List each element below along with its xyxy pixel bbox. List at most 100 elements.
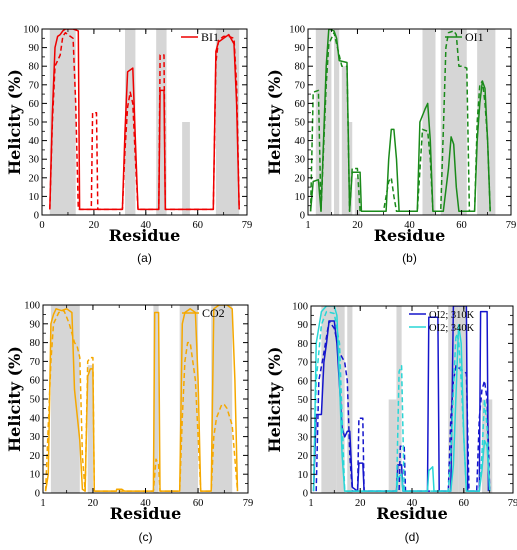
shading-band — [179, 305, 199, 493]
x-tick-label: 20 — [88, 498, 99, 509]
y-axis-label: Helicity (%) — [265, 69, 284, 175]
legend-label: OI1 — [465, 30, 484, 44]
y-tick-label: 10 — [298, 470, 309, 481]
y-tick-label: 20 — [30, 451, 41, 462]
x-axis-label: Residue — [374, 226, 446, 245]
panel-label: (a) — [137, 251, 152, 265]
y-tick-label: 80 — [29, 62, 40, 73]
shading-band — [153, 305, 159, 493]
y-tick-label: 70 — [295, 80, 306, 91]
shading-band — [396, 306, 402, 493]
x-axis-label: Residue — [110, 504, 182, 523]
x-tick-label: 40 — [140, 498, 151, 509]
y-tick-label: 60 — [295, 99, 306, 110]
y-tick-label: 20 — [298, 451, 309, 462]
y-tick-label: 80 — [295, 62, 306, 73]
y-tick-label: 100 — [24, 301, 40, 312]
y-tick-label: 0 — [300, 211, 305, 222]
legend-label: OI2; 340K — [429, 323, 475, 334]
shading-band — [354, 177, 361, 215]
series-line-a-0 — [49, 29, 240, 211]
x-tick-label: 79 — [243, 498, 254, 509]
x-tick-label: 20 — [355, 498, 366, 509]
x-axis-label: Residue — [109, 226, 181, 245]
y-tick-label: 10 — [30, 470, 41, 481]
shading-band — [321, 306, 337, 493]
y-tick-label: 40 — [298, 414, 309, 425]
series-line-a-1 — [49, 31, 240, 211]
y-tick-label: 60 — [29, 99, 40, 110]
shading-band — [125, 29, 136, 215]
shading-band — [388, 399, 397, 493]
y-tick-label: 50 — [298, 395, 309, 406]
shading-band — [182, 122, 190, 215]
y-tick-label: 40 — [295, 136, 306, 147]
panel-label: (b) — [402, 251, 417, 265]
series-line-d-3 — [312, 310, 491, 492]
y-tick-label: 80 — [298, 339, 309, 350]
x-tick-label: 40 — [407, 498, 418, 509]
shading-band — [334, 29, 340, 215]
x-axis-label: Residue — [376, 504, 448, 523]
y-tick-label: 70 — [29, 80, 40, 91]
y-tick-label: 30 — [295, 155, 306, 166]
y-axis-label: Helicity (%) — [5, 69, 24, 175]
y-axis-label: Helicity (%) — [265, 347, 284, 453]
y-tick-label: 90 — [298, 320, 309, 331]
shading-band — [67, 122, 74, 215]
x-tick-label: 20 — [89, 220, 100, 231]
legend-label: CO2 — [202, 306, 225, 320]
y-tick-label: 100 — [23, 25, 39, 36]
series-line-d-1 — [315, 320, 491, 492]
y-axis-label: Helicity (%) — [5, 346, 24, 452]
x-tick-label: 40 — [141, 220, 152, 231]
shading-band — [87, 365, 93, 493]
panel-d: 0 10 20 30 40 50 60 70 80 90 100 1 20 40 60 79 Helicity … — [265, 302, 517, 545]
x-tick-label: 79 — [508, 498, 517, 509]
shading-band — [156, 29, 167, 215]
y-tick-label: 90 — [30, 319, 41, 330]
x-tick-label: 79 — [506, 220, 517, 231]
y-tick-label: 40 — [30, 413, 41, 424]
y-tick-label: 50 — [29, 118, 40, 129]
x-tick-label: 60 — [456, 220, 467, 231]
panel-a: 0 10 20 30 40 50 60 70 80 90 100 0 20 40 60 79 Helicity … — [5, 25, 252, 266]
shading-band — [347, 306, 353, 493]
y-tick-label: 100 — [292, 302, 308, 313]
y-tick-label: 70 — [30, 357, 41, 368]
y-tick-label: 60 — [298, 376, 309, 387]
x-tick-label: 60 — [192, 220, 203, 231]
y-tick-label: 100 — [289, 25, 305, 36]
series-line-b-1 — [309, 30, 491, 213]
y-tick-label: 30 — [29, 155, 40, 166]
x-tick-label: 60 — [193, 498, 204, 509]
x-tick-label: 1 — [305, 220, 310, 231]
shading-band — [347, 122, 353, 215]
y-tick-label: 80 — [30, 338, 41, 349]
y-tick-label: 10 — [295, 192, 306, 203]
x-tick-label: 1 — [40, 498, 45, 509]
shading-band — [215, 29, 240, 215]
y-tick-label: 70 — [298, 358, 309, 369]
y-tick-label: 60 — [30, 376, 41, 387]
x-tick-label: 20 — [352, 220, 363, 231]
y-tick-label: 40 — [29, 136, 40, 147]
panel-b: 0 10 20 30 40 50 60 70 80 90 100 1 20 40 60 79 Helicity … — [265, 25, 516, 266]
x-tick-label: 40 — [404, 220, 415, 231]
x-tick-label: 60 — [459, 498, 470, 509]
x-tick-label: 0 — [39, 220, 44, 231]
x-tick-label: 1 — [308, 498, 313, 509]
series-line-c-1 — [44, 309, 239, 492]
y-tick-label: 0 — [303, 489, 308, 500]
x-tick-label: 79 — [242, 220, 253, 231]
shading-band — [448, 306, 459, 493]
y-tick-label: 0 — [34, 211, 39, 222]
y-tick-label: 20 — [295, 173, 306, 184]
panel-label: (c) — [139, 530, 153, 544]
shading-band — [341, 66, 348, 215]
y-tick-label: 90 — [295, 43, 306, 54]
y-tick-label: 50 — [30, 395, 41, 406]
y-tick-label: 50 — [295, 118, 306, 129]
legend-label: BI1 — [201, 30, 219, 44]
